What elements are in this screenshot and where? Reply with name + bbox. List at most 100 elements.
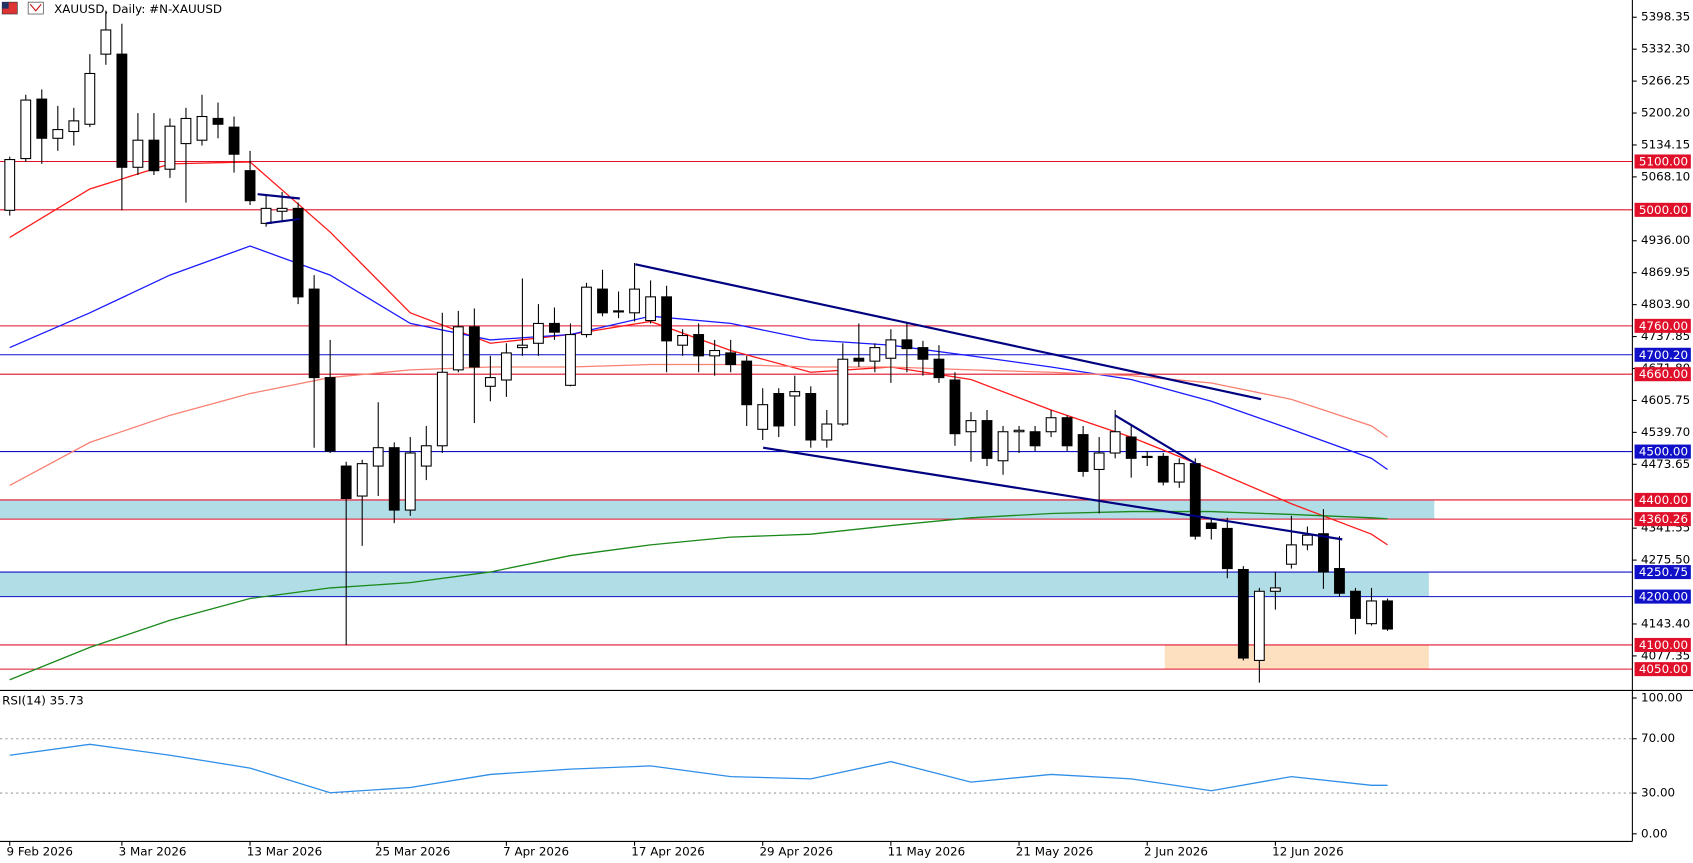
- zone: [1164, 644, 1429, 670]
- candle-body: [1125, 436, 1137, 459]
- x-tick-label: 17 Apr 2026: [631, 845, 705, 859]
- candle-body: [228, 126, 240, 155]
- candle-body: [1029, 431, 1041, 447]
- level-label: 4360.26: [1639, 512, 1688, 526]
- candle-body: [645, 296, 656, 322]
- candle-body: [404, 452, 416, 511]
- axis: 5398.35 5332.30 5266.25 5200.20 5134.15 5068.…: [6, 10, 1691, 859]
- candle-body: [372, 447, 384, 467]
- candle-body: [1237, 568, 1249, 659]
- trend-line: [257, 193, 300, 200]
- candle-body: [725, 352, 737, 366]
- line: [9, 245, 1388, 471]
- candle-body: [773, 393, 785, 427]
- icon: [29, 3, 42, 12]
- level-label: 5000.00: [1639, 203, 1688, 217]
- candle-body: [821, 423, 833, 441]
- candle-body: [244, 170, 256, 202]
- candle-body: [100, 29, 112, 55]
- candle-body: [1382, 600, 1393, 630]
- candle-body: [356, 463, 368, 497]
- y-tick-label: 4143.40: [1641, 616, 1690, 630]
- level-label: 5100.00: [1639, 155, 1688, 169]
- y-tick-label: 100.00: [1641, 691, 1683, 705]
- candle-body: [1366, 600, 1377, 625]
- candle-body: [116, 53, 128, 168]
- level-label: 4100.00: [1639, 638, 1688, 652]
- candle-body: [84, 72, 96, 125]
- indicator-title: RSI(14) 35.73: [2, 694, 84, 708]
- candle-body: [981, 420, 993, 459]
- candle-body: [484, 377, 496, 387]
- y-tick-label: 4869.95: [1641, 265, 1690, 279]
- candle-body: [693, 334, 705, 357]
- candle-body: [340, 465, 352, 500]
- x-tick-label: 3 Mar 2026: [119, 845, 187, 859]
- candle-body: [949, 379, 961, 435]
- level-label: 4200.00: [1639, 590, 1688, 604]
- candle-body: [4, 159, 16, 211]
- candle-body: [452, 326, 464, 371]
- level-label-box: [1634, 662, 1691, 677]
- candle-body: [581, 286, 592, 336]
- candle-body: [1045, 417, 1057, 433]
- x-tick-label: 9 Feb 2026: [6, 845, 72, 859]
- candle-body: [388, 447, 400, 511]
- candle-body: [869, 347, 881, 362]
- candle-body: [52, 129, 64, 139]
- level-label-box: [1634, 589, 1691, 604]
- candle-body: [1334, 568, 1345, 594]
- zones: [0, 499, 1435, 670]
- candle-body: [36, 98, 48, 139]
- candle-body: [148, 139, 160, 172]
- y-tick-label: 5398.35: [1641, 10, 1690, 24]
- candle-body: [709, 349, 721, 357]
- candle-body: [68, 120, 80, 133]
- x-tick-label: 7 Apr 2026: [503, 845, 569, 859]
- candle-body: [901, 339, 913, 350]
- y-tick-label: 5134.15: [1641, 137, 1690, 151]
- icon: [27, 1, 44, 15]
- candle-body: [180, 117, 192, 145]
- candle-body: [805, 393, 817, 441]
- candle-body: [837, 358, 849, 425]
- candle-body: [420, 445, 432, 467]
- y-tick-label: 5332.30: [1641, 42, 1690, 56]
- candle-body: [324, 377, 336, 452]
- candle-body: [1318, 533, 1329, 573]
- candle-body: [917, 347, 929, 360]
- candle-body: [613, 310, 624, 313]
- trend-line: [266, 217, 300, 225]
- candle-body: [1302, 534, 1313, 546]
- candle-body: [885, 339, 897, 359]
- candle-body: [853, 357, 865, 362]
- level-label: 4400.00: [1639, 493, 1688, 507]
- level-label-box: [1634, 154, 1691, 169]
- x-tick-label: 2 Jun 2026: [1144, 845, 1208, 859]
- y-tick-label: 30.00: [1641, 786, 1675, 800]
- level-label-box: [1634, 565, 1691, 580]
- level-label-box: [1634, 347, 1691, 362]
- y-tick-label: 70.00: [1641, 731, 1675, 745]
- y-tick-label: 5200.20: [1641, 106, 1690, 120]
- candle-body: [196, 115, 208, 141]
- trend-lines: [257, 193, 1343, 541]
- candle-body: [549, 322, 560, 333]
- level-label: 4760.00: [1639, 319, 1688, 333]
- candle-body: [516, 344, 528, 349]
- zone: [0, 499, 1435, 520]
- candle-body: [1061, 417, 1073, 447]
- level-label: 4500.00: [1639, 445, 1688, 459]
- candle-body: [308, 288, 320, 379]
- candle-body: [1205, 522, 1217, 529]
- candle-body: [1189, 463, 1201, 537]
- line: [9, 743, 1388, 794]
- level-label-box: [1634, 512, 1691, 527]
- icon: [2, 2, 9, 9]
- y-tick-label: 4803.90: [1641, 297, 1690, 311]
- candle-body: [260, 207, 272, 224]
- level-label-box: [1634, 318, 1691, 333]
- trend-line: [1114, 414, 1197, 465]
